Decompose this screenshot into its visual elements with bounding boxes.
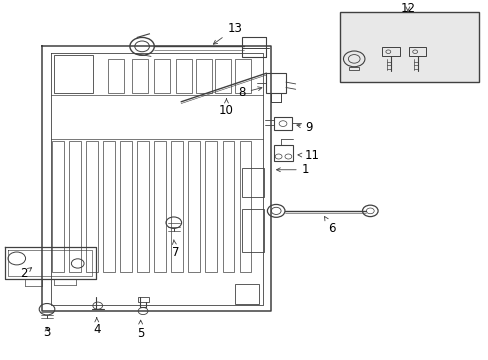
- Text: 5: 5: [137, 320, 144, 340]
- Bar: [138, 297, 149, 302]
- Bar: [103, 141, 115, 272]
- Text: 12: 12: [400, 2, 414, 15]
- Text: 13: 13: [213, 22, 242, 44]
- Bar: [339, 12, 478, 82]
- Text: 9: 9: [296, 121, 312, 134]
- Text: 3: 3: [43, 326, 51, 339]
- Bar: [408, 48, 426, 56]
- Bar: [69, 141, 81, 272]
- Bar: [108, 59, 124, 93]
- Bar: [188, 141, 200, 272]
- Text: 2: 2: [20, 267, 32, 280]
- Text: 10: 10: [219, 99, 233, 117]
- Bar: [266, 73, 285, 93]
- Bar: [154, 141, 165, 272]
- Bar: [171, 141, 183, 272]
- Bar: [154, 59, 170, 93]
- Bar: [195, 59, 211, 93]
- Bar: [86, 141, 98, 272]
- Text: 7: 7: [171, 240, 179, 258]
- Text: 1: 1: [276, 163, 308, 176]
- Bar: [52, 141, 63, 272]
- Bar: [205, 141, 217, 272]
- Bar: [176, 59, 192, 93]
- Bar: [234, 59, 250, 93]
- Bar: [234, 284, 259, 304]
- Bar: [132, 59, 148, 93]
- Bar: [242, 209, 264, 252]
- Text: 6: 6: [324, 216, 335, 235]
- Bar: [273, 117, 292, 130]
- Bar: [381, 48, 399, 56]
- Bar: [137, 141, 149, 272]
- Bar: [239, 141, 251, 272]
- Bar: [242, 168, 264, 197]
- Text: 8: 8: [238, 86, 262, 99]
- Bar: [242, 37, 266, 57]
- Bar: [54, 55, 93, 93]
- Bar: [120, 141, 132, 272]
- Text: 4: 4: [93, 318, 101, 337]
- Bar: [348, 67, 358, 70]
- Text: 11: 11: [297, 149, 319, 162]
- Bar: [222, 141, 234, 272]
- Bar: [215, 59, 231, 93]
- Bar: [273, 145, 293, 161]
